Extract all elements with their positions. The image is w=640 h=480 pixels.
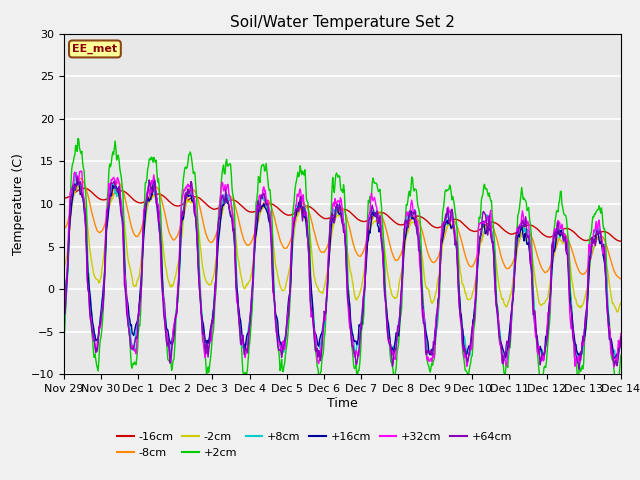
+8cm	[70, 180, 78, 186]
Line: +8cm: +8cm	[64, 173, 621, 361]
-2cm	[60, 262, 68, 267]
+8cm	[428, 352, 435, 358]
+64cm	[70, 182, 78, 188]
+64cm	[617, 335, 625, 340]
-16cm	[214, 205, 222, 211]
-16cm	[428, 222, 435, 228]
+16cm	[540, 358, 547, 363]
Line: +2cm: +2cm	[64, 139, 621, 387]
+64cm	[74, 174, 81, 180]
+16cm	[70, 186, 78, 192]
Line: +16cm: +16cm	[64, 180, 621, 360]
Line: +32cm: +32cm	[64, 171, 621, 367]
+2cm	[612, 384, 620, 390]
+16cm	[60, 312, 68, 318]
-2cm	[614, 309, 621, 315]
+8cm	[128, 343, 136, 348]
+8cm	[411, 207, 419, 213]
+8cm	[60, 324, 68, 330]
+16cm	[74, 177, 82, 183]
-2cm	[185, 199, 193, 204]
-8cm	[411, 214, 419, 219]
-16cm	[128, 195, 136, 201]
+16cm	[617, 338, 625, 344]
-2cm	[74, 183, 82, 189]
+16cm	[214, 242, 222, 248]
Title: Soil/Water Temperature Set 2: Soil/Water Temperature Set 2	[230, 15, 455, 30]
+2cm	[70, 154, 78, 160]
+2cm	[128, 365, 136, 371]
+32cm	[70, 170, 78, 176]
+64cm	[60, 307, 68, 313]
-16cm	[411, 214, 419, 220]
+32cm	[128, 346, 136, 352]
-16cm	[185, 197, 193, 203]
+2cm	[617, 352, 625, 358]
-2cm	[428, 299, 435, 304]
+64cm	[428, 348, 435, 353]
+8cm	[617, 341, 625, 347]
+2cm	[74, 136, 82, 142]
Line: -2cm: -2cm	[64, 186, 621, 312]
-2cm	[70, 192, 78, 197]
+2cm	[411, 186, 419, 192]
-8cm	[617, 276, 625, 282]
+64cm	[411, 209, 419, 215]
-8cm	[214, 224, 222, 230]
+32cm	[610, 364, 618, 370]
Y-axis label: Temperature (C): Temperature (C)	[12, 153, 26, 255]
+8cm	[72, 170, 80, 176]
-16cm	[60, 195, 68, 201]
Line: -16cm: -16cm	[64, 188, 621, 241]
-8cm	[185, 191, 193, 196]
Line: -8cm: -8cm	[64, 179, 621, 279]
-2cm	[617, 300, 625, 305]
+8cm	[185, 188, 193, 193]
+64cm	[185, 191, 193, 197]
Line: +64cm: +64cm	[64, 177, 621, 370]
-2cm	[214, 236, 222, 241]
+32cm	[60, 309, 68, 315]
-8cm	[76, 176, 84, 181]
+16cm	[128, 331, 136, 336]
Legend: -16cm, -8cm, -2cm, +2cm, +8cm, +16cm, +32cm, +64cm: -16cm, -8cm, -2cm, +2cm, +8cm, +16cm, +3…	[113, 428, 516, 462]
+64cm	[575, 367, 583, 372]
+32cm	[617, 331, 625, 336]
-8cm	[60, 226, 68, 231]
Text: EE_met: EE_met	[72, 44, 118, 54]
+32cm	[428, 355, 435, 361]
+16cm	[185, 193, 193, 199]
-16cm	[70, 191, 78, 196]
+32cm	[411, 207, 419, 213]
+16cm	[411, 219, 419, 225]
+2cm	[60, 336, 68, 341]
+32cm	[77, 168, 85, 174]
+64cm	[128, 346, 136, 352]
+2cm	[214, 223, 222, 228]
+2cm	[428, 364, 435, 370]
-8cm	[128, 226, 136, 232]
+32cm	[185, 184, 193, 190]
-2cm	[128, 275, 136, 281]
+16cm	[428, 348, 435, 353]
+8cm	[502, 358, 509, 364]
X-axis label: Time: Time	[327, 397, 358, 410]
-16cm	[617, 239, 625, 244]
-16cm	[81, 185, 89, 191]
+8cm	[214, 229, 222, 235]
-8cm	[428, 257, 435, 263]
-8cm	[70, 191, 78, 196]
+64cm	[214, 222, 222, 228]
-2cm	[411, 222, 419, 228]
+32cm	[214, 222, 222, 228]
+2cm	[185, 152, 193, 158]
